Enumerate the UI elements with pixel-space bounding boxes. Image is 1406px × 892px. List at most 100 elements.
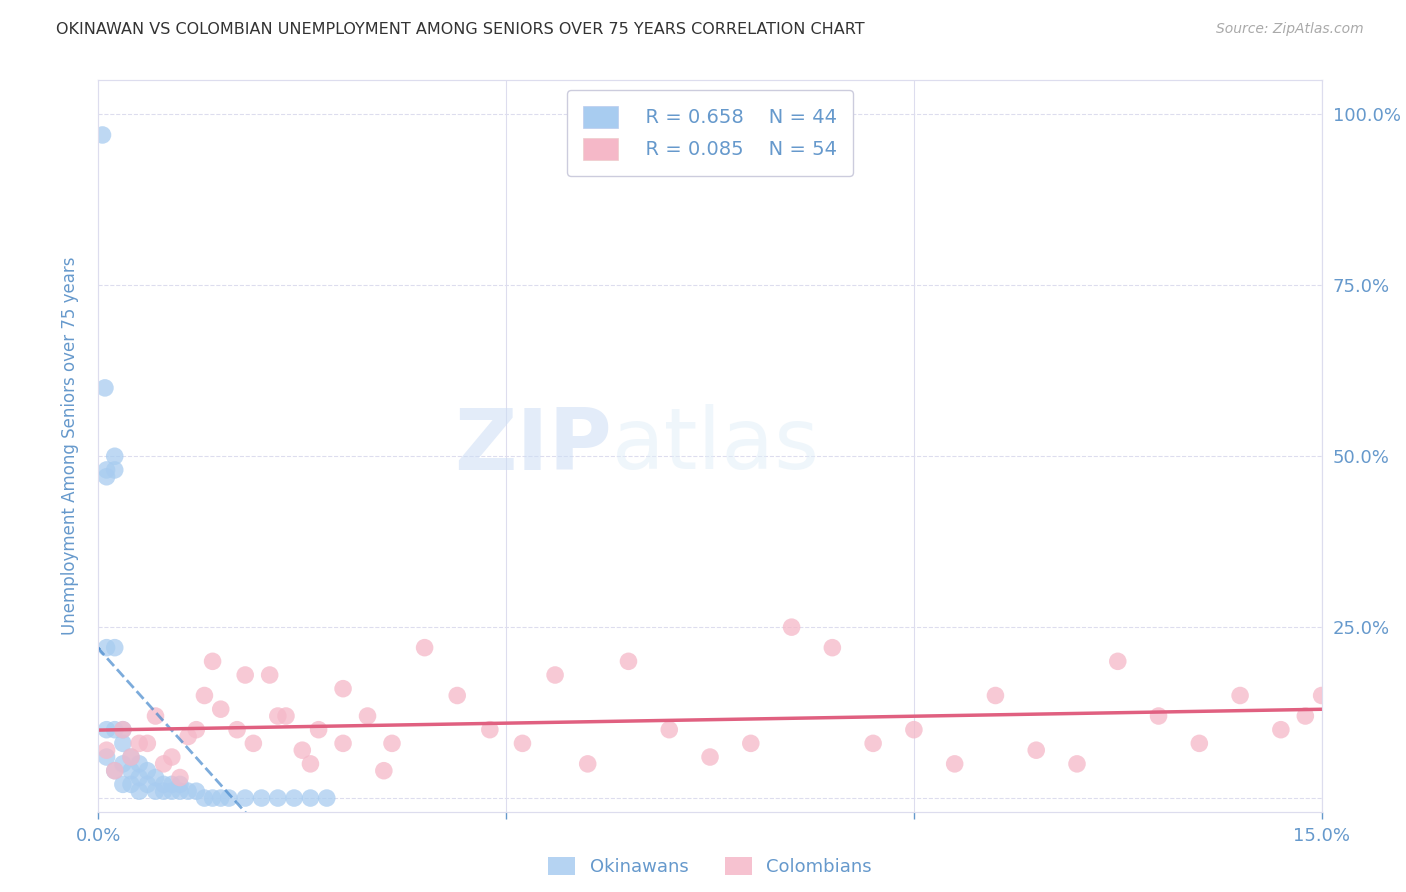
Point [111, 736, 134, 750]
Point [177, 784, 200, 798]
Legend: Okinawans, Colombians: Okinawans, Colombians [541, 849, 879, 883]
Point [111, 756, 134, 771]
Text: ZIP: ZIP [454, 404, 612, 488]
Point [94, 381, 117, 395]
Point [104, 723, 127, 737]
Point [160, 750, 183, 764]
Text: OKINAWAN VS COLOMBIAN UNEMPLOYMENT AMONG SENIORS OVER 75 YEARS CORRELATION CHART: OKINAWAN VS COLOMBIAN UNEMPLOYMENT AMONG… [56, 22, 865, 37]
Point [446, 689, 468, 703]
Text: Source: ZipAtlas.com: Source: ZipAtlas.com [1216, 22, 1364, 37]
Point [903, 723, 925, 737]
Point [96, 723, 118, 737]
Point [136, 777, 159, 791]
Point [740, 736, 762, 750]
Point [512, 736, 534, 750]
Point [1066, 756, 1088, 771]
Point [145, 771, 167, 785]
Point [1147, 709, 1170, 723]
Point [413, 640, 436, 655]
Point [259, 668, 281, 682]
Point [209, 791, 232, 805]
Point [821, 640, 844, 655]
Point [250, 791, 273, 805]
Point [177, 730, 200, 744]
Point [128, 771, 150, 785]
Point [201, 654, 224, 668]
Point [283, 791, 305, 805]
Point [104, 463, 127, 477]
Point [96, 640, 118, 655]
Point [209, 702, 232, 716]
Point [128, 784, 150, 798]
Point [96, 743, 118, 757]
Point [233, 668, 256, 682]
Point [104, 640, 127, 655]
Point [332, 736, 354, 750]
Point [1025, 743, 1047, 757]
Point [576, 756, 599, 771]
Point [169, 777, 191, 791]
Point [299, 791, 322, 805]
Point [299, 756, 322, 771]
Point [111, 723, 134, 737]
Point [291, 743, 314, 757]
Point [308, 723, 330, 737]
Point [658, 723, 681, 737]
Point [332, 681, 354, 696]
Point [120, 750, 142, 764]
Point [1310, 689, 1333, 703]
Point [1270, 723, 1292, 737]
Point [1188, 736, 1211, 750]
Point [544, 668, 567, 682]
Point [96, 469, 118, 483]
Point [145, 709, 167, 723]
Point [193, 689, 215, 703]
Point [1294, 709, 1316, 723]
Point [1107, 654, 1129, 668]
Point [984, 689, 1007, 703]
Point [186, 723, 208, 737]
Point [136, 736, 159, 750]
Point [128, 736, 150, 750]
Point [128, 756, 150, 771]
Point [104, 449, 127, 463]
Point [862, 736, 884, 750]
Point [160, 777, 183, 791]
Point [152, 756, 174, 771]
Point [267, 709, 290, 723]
Point [186, 784, 208, 798]
Point [193, 791, 215, 805]
Point [780, 620, 803, 634]
Point [617, 654, 640, 668]
Text: atlas: atlas [612, 404, 820, 488]
Point [218, 791, 240, 805]
Point [169, 784, 191, 798]
Point [91, 128, 114, 142]
Point [96, 463, 118, 477]
Point [356, 709, 378, 723]
Point [104, 764, 127, 778]
Point [169, 771, 191, 785]
Point [226, 723, 249, 737]
Point [373, 764, 395, 778]
Point [104, 764, 127, 778]
Point [201, 791, 224, 805]
Point [111, 723, 134, 737]
Point [242, 736, 264, 750]
Point [120, 750, 142, 764]
Point [160, 784, 183, 798]
Y-axis label: Unemployment Among Seniors over 75 years: Unemployment Among Seniors over 75 years [60, 257, 79, 635]
Point [943, 756, 966, 771]
Point [111, 777, 134, 791]
Point [120, 764, 142, 778]
Point [233, 791, 256, 805]
Point [136, 764, 159, 778]
Point [381, 736, 404, 750]
Point [274, 709, 297, 723]
Point [96, 750, 118, 764]
Point [478, 723, 501, 737]
Point [1229, 689, 1251, 703]
Point [152, 784, 174, 798]
Point [145, 784, 167, 798]
Point [120, 777, 142, 791]
